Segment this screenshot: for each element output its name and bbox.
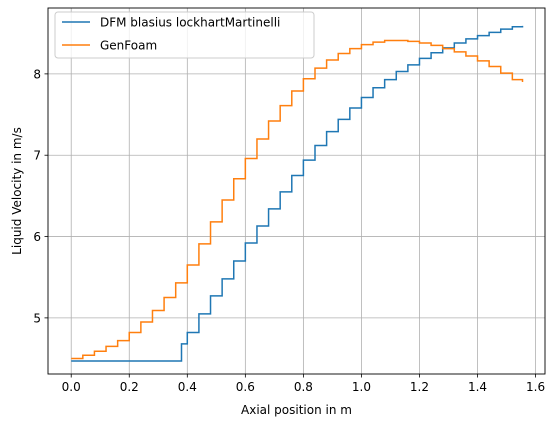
x-axis-ticks: 0.0 0.2 0.4 0.6 0.8 1.0 1.2 1.4 1.6 [62, 374, 545, 394]
x-tick-label: 0.0 [62, 380, 81, 394]
plot-series [71, 25, 524, 362]
x-tick-label: 1.0 [352, 380, 371, 394]
x-axis-label: Axial position in m [241, 403, 352, 417]
y-tick-label: 5 [33, 311, 41, 325]
y-tick-label: 6 [33, 230, 41, 244]
plot-frame [47, 7, 546, 375]
x-tick-label: 0.8 [294, 380, 313, 394]
series-line-1 [71, 39, 524, 360]
y-tick-label: 7 [33, 149, 41, 163]
x-tick-label: 1.4 [468, 380, 487, 394]
legend-label-dfm: DFM blasius lockhartMartinelli [100, 16, 280, 30]
y-axis-label: Liquid Velocity in m/s [10, 127, 24, 255]
series-line-0 [71, 25, 524, 362]
legend-label-genfoam: GenFoam [100, 39, 157, 53]
x-tick-label: 1.6 [526, 380, 545, 394]
grid-lines [48, 8, 545, 374]
x-tick-label: 0.2 [120, 380, 139, 394]
y-axis-ticks: 5 6 7 8 [33, 67, 48, 325]
x-tick-label: 1.2 [410, 380, 429, 394]
x-tick-label: 0.4 [178, 380, 197, 394]
y-tick-label: 8 [33, 67, 41, 81]
legend: DFM blasius lockhartMartinelli GenFoam [54, 11, 315, 59]
legend-box [54, 11, 315, 59]
x-tick-label: 0.6 [236, 380, 255, 394]
